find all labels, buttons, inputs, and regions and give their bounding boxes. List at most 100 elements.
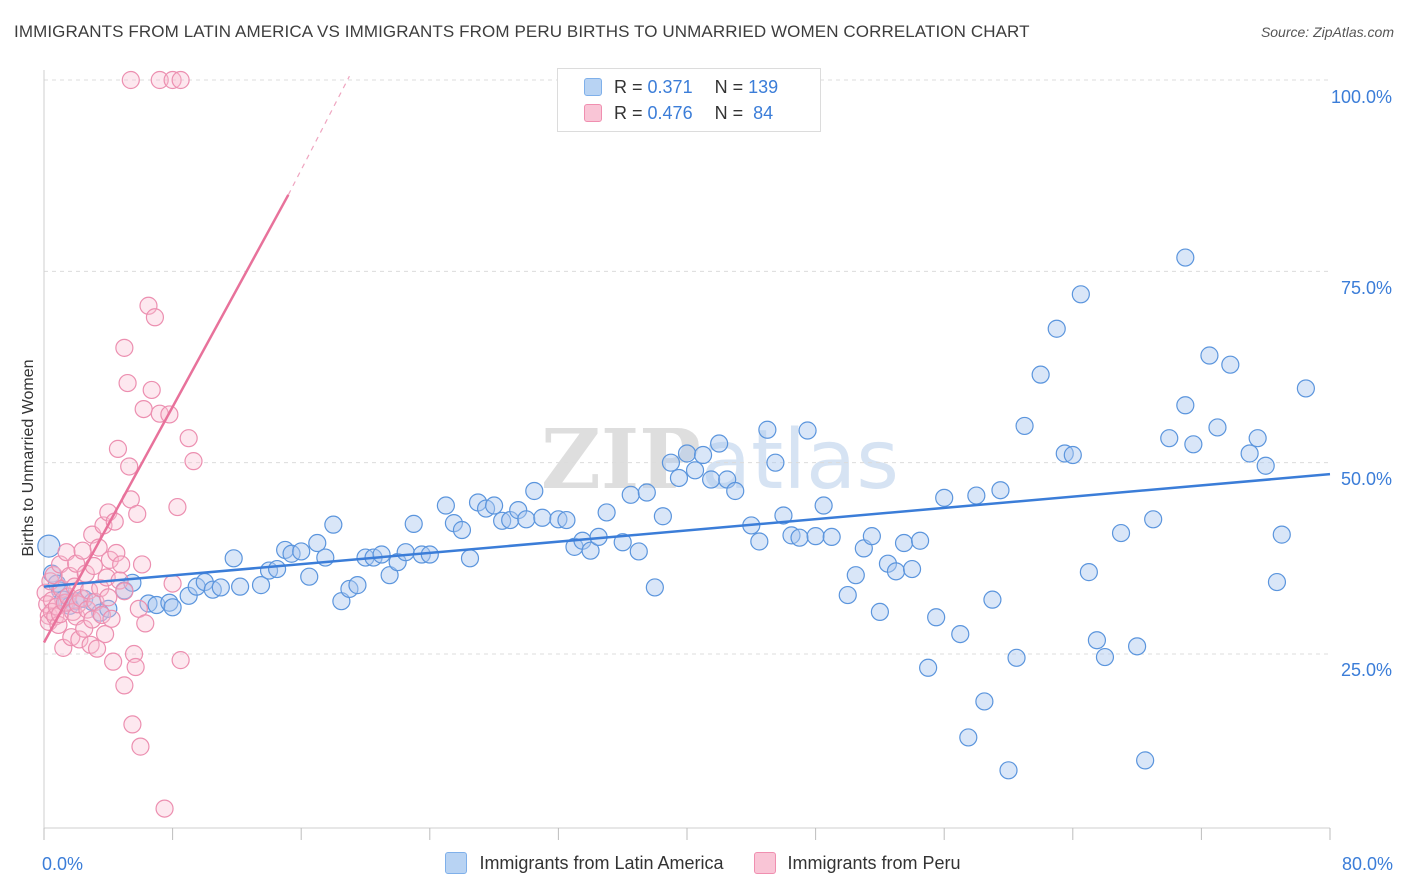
- point-peru: [115, 338, 134, 357]
- y-tick-label-25: 25.0%: [1340, 660, 1392, 680]
- point-peru: [107, 543, 126, 563]
- point-latin-america: [1267, 572, 1287, 592]
- point-latin-america: [460, 549, 480, 568]
- legend-swatch-latin-america: [584, 78, 602, 96]
- point-latin-america: [983, 590, 1002, 609]
- point-peru: [100, 550, 120, 569]
- point-latin-america: [1256, 456, 1275, 475]
- point-peru: [115, 582, 134, 601]
- point-latin-america: [1136, 751, 1155, 770]
- point-latin-america: [1111, 523, 1131, 543]
- point-latin-america: [862, 527, 881, 546]
- point-latin-america: [806, 527, 825, 546]
- point-latin-america: [991, 481, 1010, 500]
- point-latin-america: [951, 625, 970, 644]
- point-latin-america: [629, 542, 648, 561]
- y-tick-label-75: 75.0%: [1340, 278, 1392, 298]
- point-latin-america: [300, 567, 319, 586]
- point-latin-america: [517, 510, 536, 529]
- point-latin-america: [525, 481, 544, 501]
- point-latin-america: [1176, 396, 1195, 415]
- point-peru: [134, 399, 153, 419]
- point-latin-america: [1248, 429, 1267, 448]
- series-legend-item-peru: Immigrants from Peru: [753, 852, 961, 874]
- series-legend-item-latin-america: Immigrants from Latin America: [445, 852, 724, 874]
- point-latin-america: [1079, 563, 1098, 582]
- point-latin-america: [348, 576, 367, 595]
- point-latin-america: [919, 658, 938, 677]
- point-latin-america: [702, 470, 721, 489]
- point-latin-america: [292, 542, 311, 561]
- point-latin-america: [927, 608, 946, 627]
- point-latin-america: [814, 496, 833, 515]
- point-peru: [145, 308, 165, 327]
- point-latin-america: [1200, 346, 1219, 365]
- point-latin-america: [693, 445, 713, 465]
- watermark: ZIPatlas: [541, 412, 899, 508]
- point-peru: [44, 566, 63, 585]
- point-latin-america: [1087, 631, 1107, 650]
- point-latin-america: [1296, 379, 1315, 398]
- point-peru: [179, 429, 198, 448]
- point-latin-america: [1007, 648, 1026, 667]
- point-latin-america: [485, 496, 504, 515]
- series-label-peru: Immigrants from Peru: [787, 852, 961, 873]
- point-latin-america: [324, 515, 343, 534]
- point-peru: [168, 497, 187, 517]
- point-latin-america: [975, 692, 994, 711]
- point-latin-america: [637, 483, 656, 502]
- legend-row-latin-america: R = 0.371 N = 139: [584, 75, 778, 99]
- point-peru: [92, 605, 111, 625]
- point-latin-america: [967, 486, 986, 505]
- x-tick-label-max: 80.0%: [1341, 854, 1393, 874]
- point-latin-america: [935, 488, 954, 507]
- point-latin-america: [211, 578, 230, 597]
- point-latin-america: [710, 434, 729, 453]
- point-latin-america: [774, 506, 793, 525]
- point-latin-america: [677, 444, 697, 463]
- point-latin-america: [822, 527, 841, 547]
- point-latin-america: [308, 533, 327, 553]
- point-peru: [118, 373, 137, 393]
- point-latin-america: [999, 761, 1018, 780]
- point-latin-america: [1272, 525, 1291, 544]
- point-latin-america: [436, 496, 455, 515]
- point-latin-america: [452, 520, 472, 540]
- point-peru: [132, 555, 152, 574]
- trendline-peru: [42, 194, 290, 644]
- point-latin-america: [959, 728, 978, 747]
- point-peru: [102, 609, 121, 628]
- series-label-latin-america: Immigrants from Latin America: [479, 852, 724, 873]
- point-latin-america: [894, 533, 914, 553]
- point-latin-america: [1095, 647, 1115, 667]
- point-latin-america: [1063, 445, 1082, 465]
- point-peru: [123, 715, 142, 734]
- legend-r-label: R =: [614, 76, 643, 97]
- point-latin-america: [581, 541, 600, 560]
- legend-swatch-peru: [584, 104, 602, 122]
- point-latin-america: [163, 598, 182, 617]
- point-latin-america: [750, 532, 769, 551]
- point-latin-america: [404, 514, 423, 533]
- point-latin-america: [1031, 365, 1050, 384]
- point-peru: [87, 639, 107, 658]
- point-peru: [163, 574, 182, 593]
- legend-row-peru: R = 0.476 N = 84: [584, 101, 773, 125]
- point-latin-america: [231, 577, 250, 596]
- point-peru: [142, 380, 161, 400]
- point-peru: [99, 588, 118, 607]
- point-latin-america: [613, 533, 632, 552]
- point-peru: [108, 439, 128, 458]
- point-latin-america: [597, 503, 616, 522]
- legend-r-value: 0.476: [647, 102, 693, 123]
- point-peru: [155, 799, 174, 818]
- correlation-legend: R = 0.371 N = 139 R = 0.476 N = 84: [557, 68, 821, 132]
- point-peru: [150, 70, 169, 90]
- point-peru: [73, 541, 92, 560]
- point-peru: [121, 70, 140, 90]
- point-peru: [139, 296, 158, 315]
- point-latin-america: [533, 508, 552, 527]
- point-latin-america: [621, 485, 640, 504]
- point-latin-america: [1144, 510, 1163, 529]
- point-latin-america: [910, 531, 930, 550]
